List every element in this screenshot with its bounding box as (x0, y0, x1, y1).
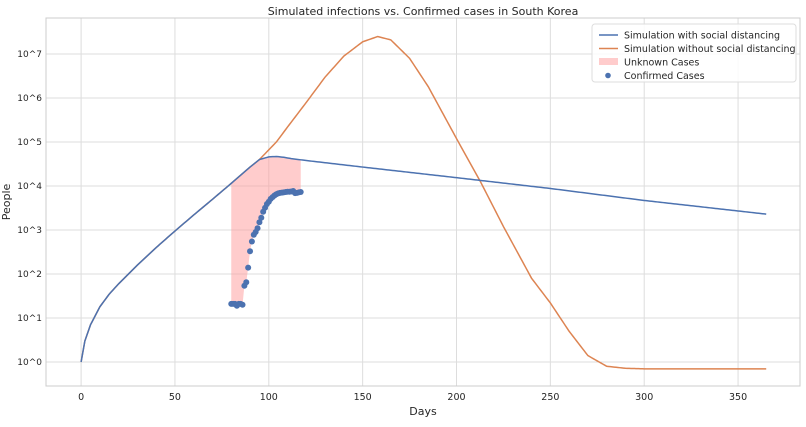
y-axis-label: People (0, 183, 13, 220)
tick-labels: 0 50 100 150 200 250 300 350 10^0 10^1 10^2 10^3 10^… (17, 50, 747, 403)
confirmed-point (256, 219, 263, 226)
y-tick-label: 10^3 (17, 226, 42, 236)
unknown-cases-fill (231, 156, 301, 306)
x-tick-label: 250 (541, 392, 559, 403)
y-tick-label: 10^5 (17, 138, 42, 148)
confirmed-point (239, 301, 246, 308)
x-tick-label: 150 (354, 392, 372, 403)
legend-box (591, 23, 797, 83)
legend-swatch-dot (605, 72, 611, 79)
x-axis-label: Days (409, 405, 437, 418)
series-lines (80, 35, 767, 370)
y-tick-label: 10^1 (17, 314, 42, 324)
y-tick-label: 10^0 (17, 358, 42, 368)
x-tick-label: 50 (169, 392, 181, 403)
confirmed-point (254, 225, 261, 232)
x-tick-label: 350 (729, 392, 747, 403)
legend-swatch-patch (599, 58, 618, 65)
confirmed-point (243, 279, 250, 286)
legend-label: Confirmed Cases (624, 71, 705, 82)
y-tick-label: 10^6 (17, 94, 42, 104)
confirmed-point (248, 238, 255, 245)
unknown-cases-fill-group (231, 156, 301, 306)
legend: Simulation with social distancing Simulat… (591, 23, 797, 83)
x-tick-label: 0 (78, 392, 84, 403)
series-line (80, 155, 767, 363)
confirmed-point (297, 189, 304, 196)
legend-label: Unknown Cases (624, 58, 699, 69)
confirmed-point (247, 248, 254, 255)
confirmed-points (228, 188, 304, 309)
legend-label: Simulation with social distancing (624, 31, 780, 42)
x-tick-label: 200 (447, 392, 465, 403)
chart-title: Simulated infections vs. Confirmed cases… (268, 5, 579, 18)
x-tick-label: 100 (260, 392, 278, 403)
confirmed-point (245, 264, 252, 271)
grid (46, 18, 800, 386)
confirmed-point (258, 214, 265, 221)
x-tick-label: 300 (635, 392, 653, 403)
plot-frame (45, 17, 801, 387)
y-tick-label: 10^7 (17, 50, 42, 60)
y-tick-label: 10^2 (17, 270, 42, 280)
y-tick-label: 10^4 (17, 182, 42, 192)
legend-label: Simulation without social distancing (624, 44, 796, 55)
